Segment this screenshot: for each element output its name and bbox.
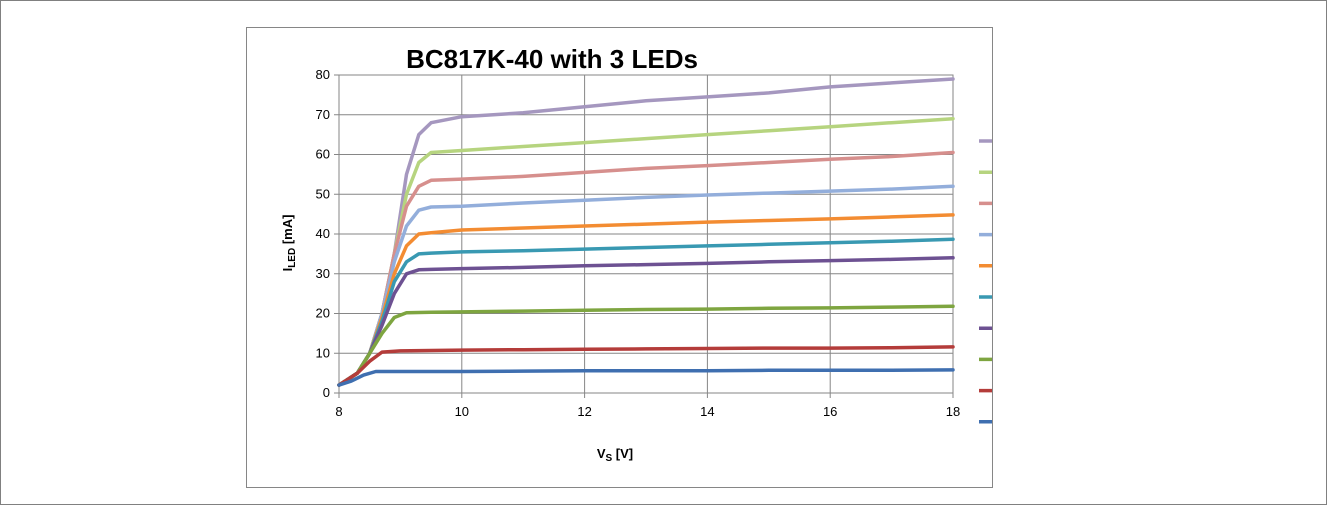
chart-area: BC817K-40 with 3 LEDs 0 10 20 30 40 50 60 70 80 … — [246, 27, 993, 488]
series-line — [337, 368, 955, 387]
y-axis-label-tail: [mA] — [280, 215, 295, 248]
y-axis-label-sub: LED — [287, 248, 298, 268]
y-tick-label: 50 — [316, 186, 330, 201]
chart-title: BC817K-40 with 3 LEDs — [406, 44, 698, 74]
y-tick-label: 40 — [316, 226, 330, 241]
x-axis-label-tail: [V] — [612, 446, 633, 461]
y-tick-label: 30 — [316, 266, 330, 281]
legend: 1.2 Ω1.5 Ω1.8 Ω2.2 Ω2.7 Ω3.3 Ω3.9 Ω6.8 Ω… — [979, 139, 992, 424]
series-line — [337, 345, 955, 387]
x-axis-label: VS [V] — [597, 446, 633, 464]
y-tick-label: 20 — [316, 306, 330, 321]
y-tick-label: 80 — [316, 67, 330, 82]
x-tick-label: 18 — [946, 404, 960, 419]
line-chart: BC817K-40 with 3 LEDs 01020304050607080 … — [280, 44, 992, 464]
x-axis-label-sub: S — [606, 453, 613, 464]
x-tick-label: 12 — [577, 404, 591, 419]
x-tick-label: 8 — [335, 404, 342, 419]
series-line — [337, 304, 955, 387]
y-axis-ticks: 0 10 20 30 40 50 60 70 80 — [316, 67, 339, 400]
x-axis-ticks: 8 10 12 14 16 18 — [335, 393, 960, 419]
series-lines — [337, 77, 955, 387]
series-line — [337, 256, 955, 387]
y-tick-label: 0 — [323, 385, 330, 400]
series-line — [337, 184, 955, 387]
x-tick-label: 14 — [700, 404, 714, 419]
y-axis-label: ILED [mA] — [280, 215, 298, 272]
x-axis-label-main: V — [597, 446, 606, 461]
y-tick-label: 70 — [316, 107, 330, 122]
y-axis-label-main: I — [280, 268, 295, 272]
y-tick-label: 10 — [316, 345, 330, 360]
x-tick-label: 10 — [455, 404, 469, 419]
x-tick-label: 16 — [823, 404, 837, 419]
y-tick-label: 60 — [316, 147, 330, 162]
